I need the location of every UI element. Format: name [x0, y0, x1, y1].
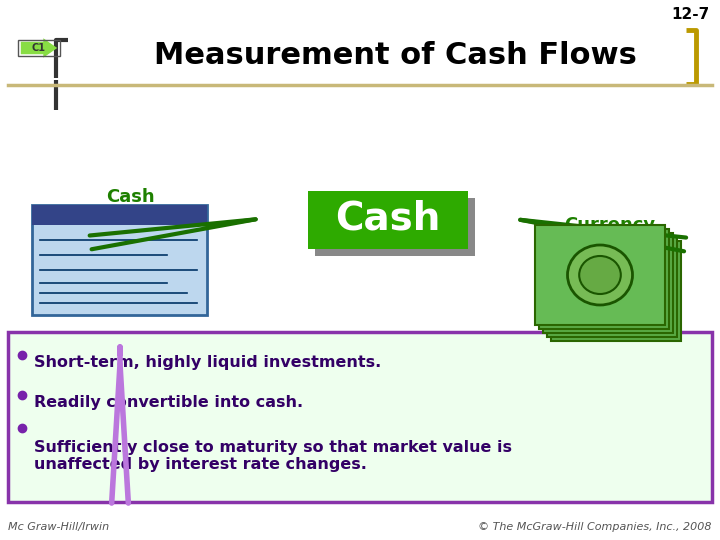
FancyBboxPatch shape: [535, 225, 665, 325]
Text: © The McGraw-Hill Companies, Inc., 2008: © The McGraw-Hill Companies, Inc., 2008: [479, 522, 712, 532]
Text: Cash
Equivalents: Cash Equivalents: [71, 188, 189, 228]
FancyBboxPatch shape: [32, 205, 207, 315]
Text: C1: C1: [31, 43, 45, 53]
Text: Readily convertible into cash.: Readily convertible into cash.: [34, 395, 303, 410]
FancyBboxPatch shape: [308, 191, 468, 249]
Ellipse shape: [567, 245, 632, 305]
FancyBboxPatch shape: [547, 237, 677, 337]
FancyBboxPatch shape: [8, 332, 712, 502]
FancyBboxPatch shape: [32, 205, 207, 225]
FancyBboxPatch shape: [551, 241, 681, 341]
Ellipse shape: [579, 256, 621, 294]
Text: Cash: Cash: [336, 199, 441, 237]
Text: Measurement of Cash Flows: Measurement of Cash Flows: [153, 42, 636, 71]
Text: Mc Graw-Hill/Irwin: Mc Graw-Hill/Irwin: [8, 522, 109, 532]
Text: 12-7: 12-7: [672, 7, 710, 22]
Text: Short-term, highly liquid investments.: Short-term, highly liquid investments.: [34, 355, 382, 370]
Text: Sufficiently close to maturity so that market value is
unaffected by interest ra: Sufficiently close to maturity so that m…: [34, 440, 512, 472]
FancyBboxPatch shape: [539, 229, 669, 329]
FancyBboxPatch shape: [315, 198, 475, 256]
Text: Currency: Currency: [564, 216, 656, 234]
FancyArrowPatch shape: [21, 38, 57, 58]
FancyBboxPatch shape: [543, 233, 673, 333]
